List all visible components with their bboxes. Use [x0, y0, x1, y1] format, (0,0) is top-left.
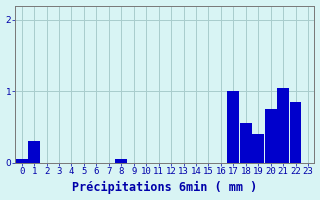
- Bar: [240, 123, 252, 163]
- Bar: [28, 141, 40, 163]
- Bar: [228, 91, 239, 163]
- Bar: [265, 109, 276, 163]
- Bar: [116, 159, 127, 163]
- Bar: [16, 159, 28, 163]
- X-axis label: Précipitations 6min ( mm ): Précipitations 6min ( mm ): [72, 181, 258, 194]
- Bar: [277, 88, 289, 163]
- Bar: [252, 134, 264, 163]
- Bar: [290, 102, 301, 163]
